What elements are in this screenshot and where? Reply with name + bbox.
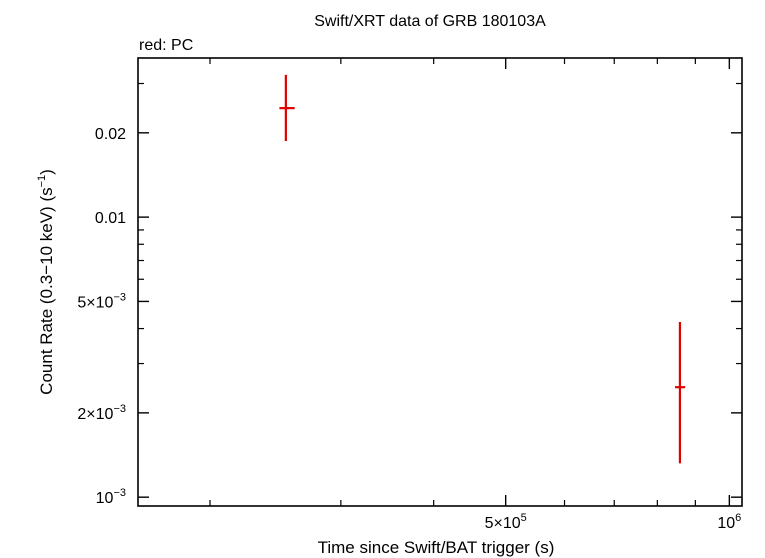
y-tick-label: 0.02 <box>95 126 126 143</box>
plot-frame <box>137 57 743 507</box>
data-points <box>279 74 686 464</box>
x-tick-label: 106 <box>717 512 741 532</box>
y-tick-label: 5×10−3 <box>77 291 126 311</box>
chart-title: Swift/XRT data of GRB 180103A <box>314 13 546 30</box>
data-point <box>674 322 686 464</box>
chart-subtitle: red: PC <box>139 37 193 54</box>
x-tick-label: 5×105 <box>485 512 527 532</box>
y-tick-label: 2×10−3 <box>77 403 126 423</box>
y-axis-label-main: Count Rate (0.3−10 keV) (s <box>37 187 56 394</box>
x-axis-label: Time since Swift/BAT trigger (s) <box>318 538 555 557</box>
axis-ticks <box>138 58 742 506</box>
y-tick-label: 10−3 <box>96 487 126 507</box>
data-point <box>279 74 295 141</box>
y-axis-label: Count Rate (0.3−10 keV) (s−1) <box>36 169 56 395</box>
axis-tick-labels: 5×105 106 0.02 0.01 5×10−3 2×10−3 10−3 <box>77 126 741 532</box>
y-axis-label-close: ) <box>37 169 56 175</box>
y-axis-label-exponent: −1 <box>36 175 48 188</box>
y-tick-label: 0.01 <box>95 210 126 227</box>
